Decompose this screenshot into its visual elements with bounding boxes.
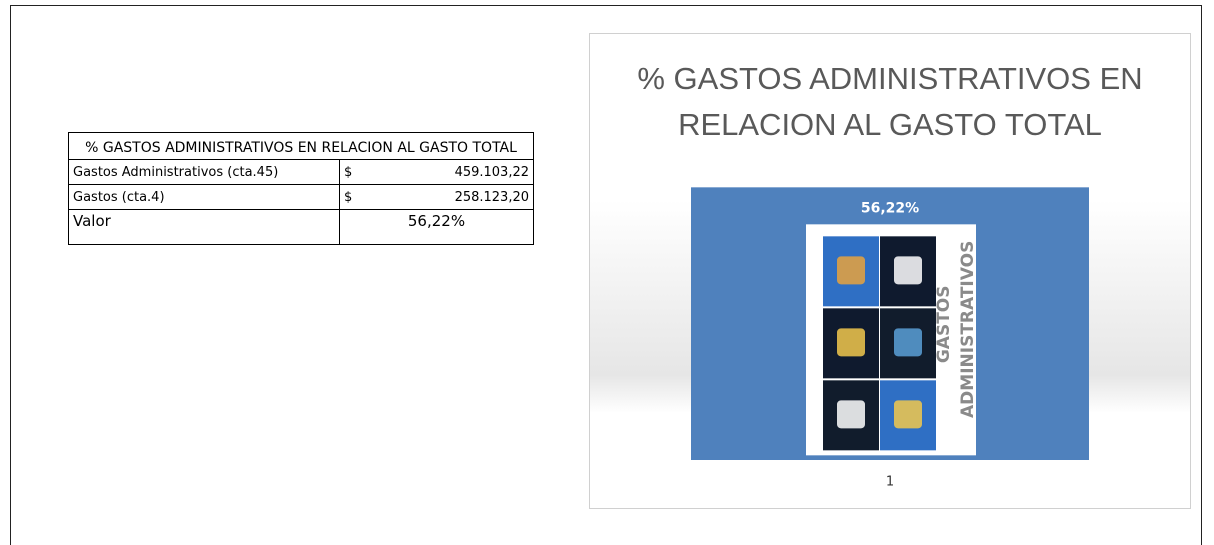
plot: 1 GASTOSADMINISTRATIVOS 56,22% <box>0 0 1214 537</box>
data-label: 56,22% <box>861 200 919 216</box>
image-text: ADMINISTRATIVOS <box>958 241 978 418</box>
image-icon <box>837 328 865 356</box>
image-text: GASTOS <box>934 286 954 364</box>
image-icon <box>894 328 922 356</box>
page: % GASTOS ADMINISTRATIVOS EN RELACION AL … <box>0 0 1214 537</box>
image-icon <box>894 256 922 284</box>
image-icon <box>894 400 922 428</box>
image-icon <box>837 256 865 284</box>
image-icon <box>837 400 865 428</box>
x-tick-label: 1 <box>886 475 894 490</box>
